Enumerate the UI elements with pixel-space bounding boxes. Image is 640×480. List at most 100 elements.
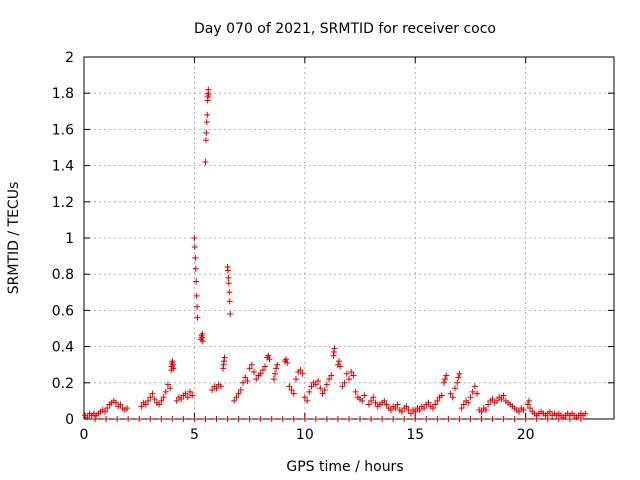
data-point bbox=[253, 376, 260, 383]
data-point bbox=[429, 405, 436, 412]
data-point bbox=[471, 383, 478, 390]
data-point bbox=[270, 376, 277, 383]
data-point bbox=[381, 397, 388, 404]
data-point bbox=[180, 416, 187, 422]
data-point bbox=[227, 311, 234, 318]
data-point bbox=[113, 399, 120, 406]
data-point bbox=[194, 303, 201, 310]
data-point bbox=[440, 379, 447, 386]
data-points bbox=[82, 86, 589, 422]
data-point bbox=[224, 267, 231, 274]
data-point bbox=[191, 416, 198, 422]
data-point bbox=[273, 365, 280, 372]
data-point bbox=[158, 397, 165, 404]
data-point bbox=[268, 416, 275, 422]
data-point bbox=[156, 401, 163, 408]
data-point bbox=[465, 399, 472, 406]
data-point bbox=[101, 408, 108, 415]
x-tick-label: 5 bbox=[190, 427, 199, 443]
data-point bbox=[500, 392, 507, 399]
data-point bbox=[315, 377, 322, 384]
data-point bbox=[274, 361, 281, 368]
data-point bbox=[346, 416, 352, 422]
data-point bbox=[432, 401, 439, 408]
data-point bbox=[460, 401, 467, 408]
data-point bbox=[199, 330, 206, 337]
y-tick-label: 0.4 bbox=[52, 340, 74, 356]
data-point bbox=[235, 416, 242, 422]
data-point bbox=[191, 235, 198, 241]
y-tick-label: 1.8 bbox=[52, 86, 74, 102]
data-point bbox=[317, 385, 324, 392]
data-point bbox=[233, 394, 240, 401]
data-point bbox=[455, 374, 462, 381]
data-point bbox=[182, 390, 189, 397]
y-tick-label: 2 bbox=[65, 50, 74, 66]
data-point bbox=[421, 405, 428, 412]
data-point bbox=[301, 416, 308, 422]
data-point bbox=[187, 388, 193, 395]
y-tick-label: 0 bbox=[65, 412, 74, 428]
data-point bbox=[299, 370, 306, 377]
y-tick-label: 1.6 bbox=[52, 122, 74, 138]
data-point bbox=[283, 356, 290, 363]
data-point bbox=[290, 390, 297, 397]
data-point bbox=[520, 406, 527, 413]
data-point bbox=[403, 403, 410, 410]
data-point bbox=[458, 405, 465, 412]
data-point bbox=[142, 401, 149, 408]
data-point bbox=[306, 388, 313, 395]
data-point bbox=[489, 416, 496, 422]
y-tick-label: 1 bbox=[65, 231, 74, 247]
data-point bbox=[308, 383, 315, 390]
data-point bbox=[387, 406, 394, 413]
data-point bbox=[160, 394, 167, 401]
data-point bbox=[257, 416, 264, 422]
data-point bbox=[194, 314, 201, 321]
data-point bbox=[272, 370, 279, 377]
data-point bbox=[383, 401, 390, 408]
data-point bbox=[225, 274, 232, 281]
y-tick-label: 0.6 bbox=[52, 303, 74, 319]
data-point bbox=[217, 383, 224, 390]
data-point bbox=[546, 408, 553, 415]
data-point bbox=[257, 370, 264, 377]
data-point bbox=[192, 254, 199, 261]
data-point bbox=[467, 416, 474, 422]
data-point bbox=[485, 401, 492, 408]
data-point bbox=[449, 394, 456, 401]
data-point bbox=[359, 397, 366, 404]
data-point bbox=[279, 416, 286, 422]
data-point bbox=[164, 381, 171, 388]
data-point bbox=[328, 372, 335, 379]
data-point bbox=[525, 397, 532, 404]
data-point bbox=[467, 394, 474, 401]
data-point bbox=[193, 278, 200, 285]
data-point bbox=[416, 406, 423, 413]
data-point bbox=[170, 365, 177, 372]
data-point bbox=[336, 358, 343, 365]
data-point bbox=[361, 392, 368, 399]
data-point bbox=[138, 403, 145, 410]
y-tick-label: 1.2 bbox=[52, 195, 74, 211]
x-tick-label: 20 bbox=[517, 427, 535, 443]
data-point bbox=[399, 408, 405, 415]
data-point bbox=[158, 416, 165, 422]
data-point bbox=[103, 416, 110, 422]
data-point bbox=[368, 416, 375, 422]
data-point bbox=[203, 119, 210, 126]
data-point bbox=[205, 86, 212, 93]
data-point bbox=[231, 397, 238, 404]
axis-ticks: 00.20.40.60.811.21.41.61.820 5 10 15 20 bbox=[52, 50, 614, 443]
data-point bbox=[379, 416, 386, 422]
data-point bbox=[301, 394, 308, 401]
data-point bbox=[224, 416, 231, 422]
data-point bbox=[226, 298, 233, 305]
data-point bbox=[337, 363, 344, 370]
data-point bbox=[365, 401, 372, 408]
data-point bbox=[167, 385, 174, 392]
data-point bbox=[357, 416, 364, 422]
data-point bbox=[204, 111, 211, 118]
data-point bbox=[326, 376, 333, 383]
data-point bbox=[412, 416, 419, 422]
